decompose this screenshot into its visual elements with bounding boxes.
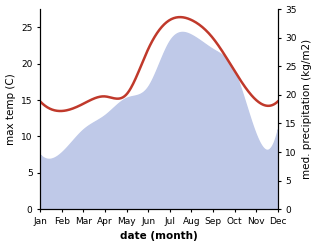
Y-axis label: med. precipitation (kg/m2): med. precipitation (kg/m2) bbox=[302, 39, 313, 179]
X-axis label: date (month): date (month) bbox=[120, 231, 198, 242]
Y-axis label: max temp (C): max temp (C) bbox=[5, 73, 16, 145]
